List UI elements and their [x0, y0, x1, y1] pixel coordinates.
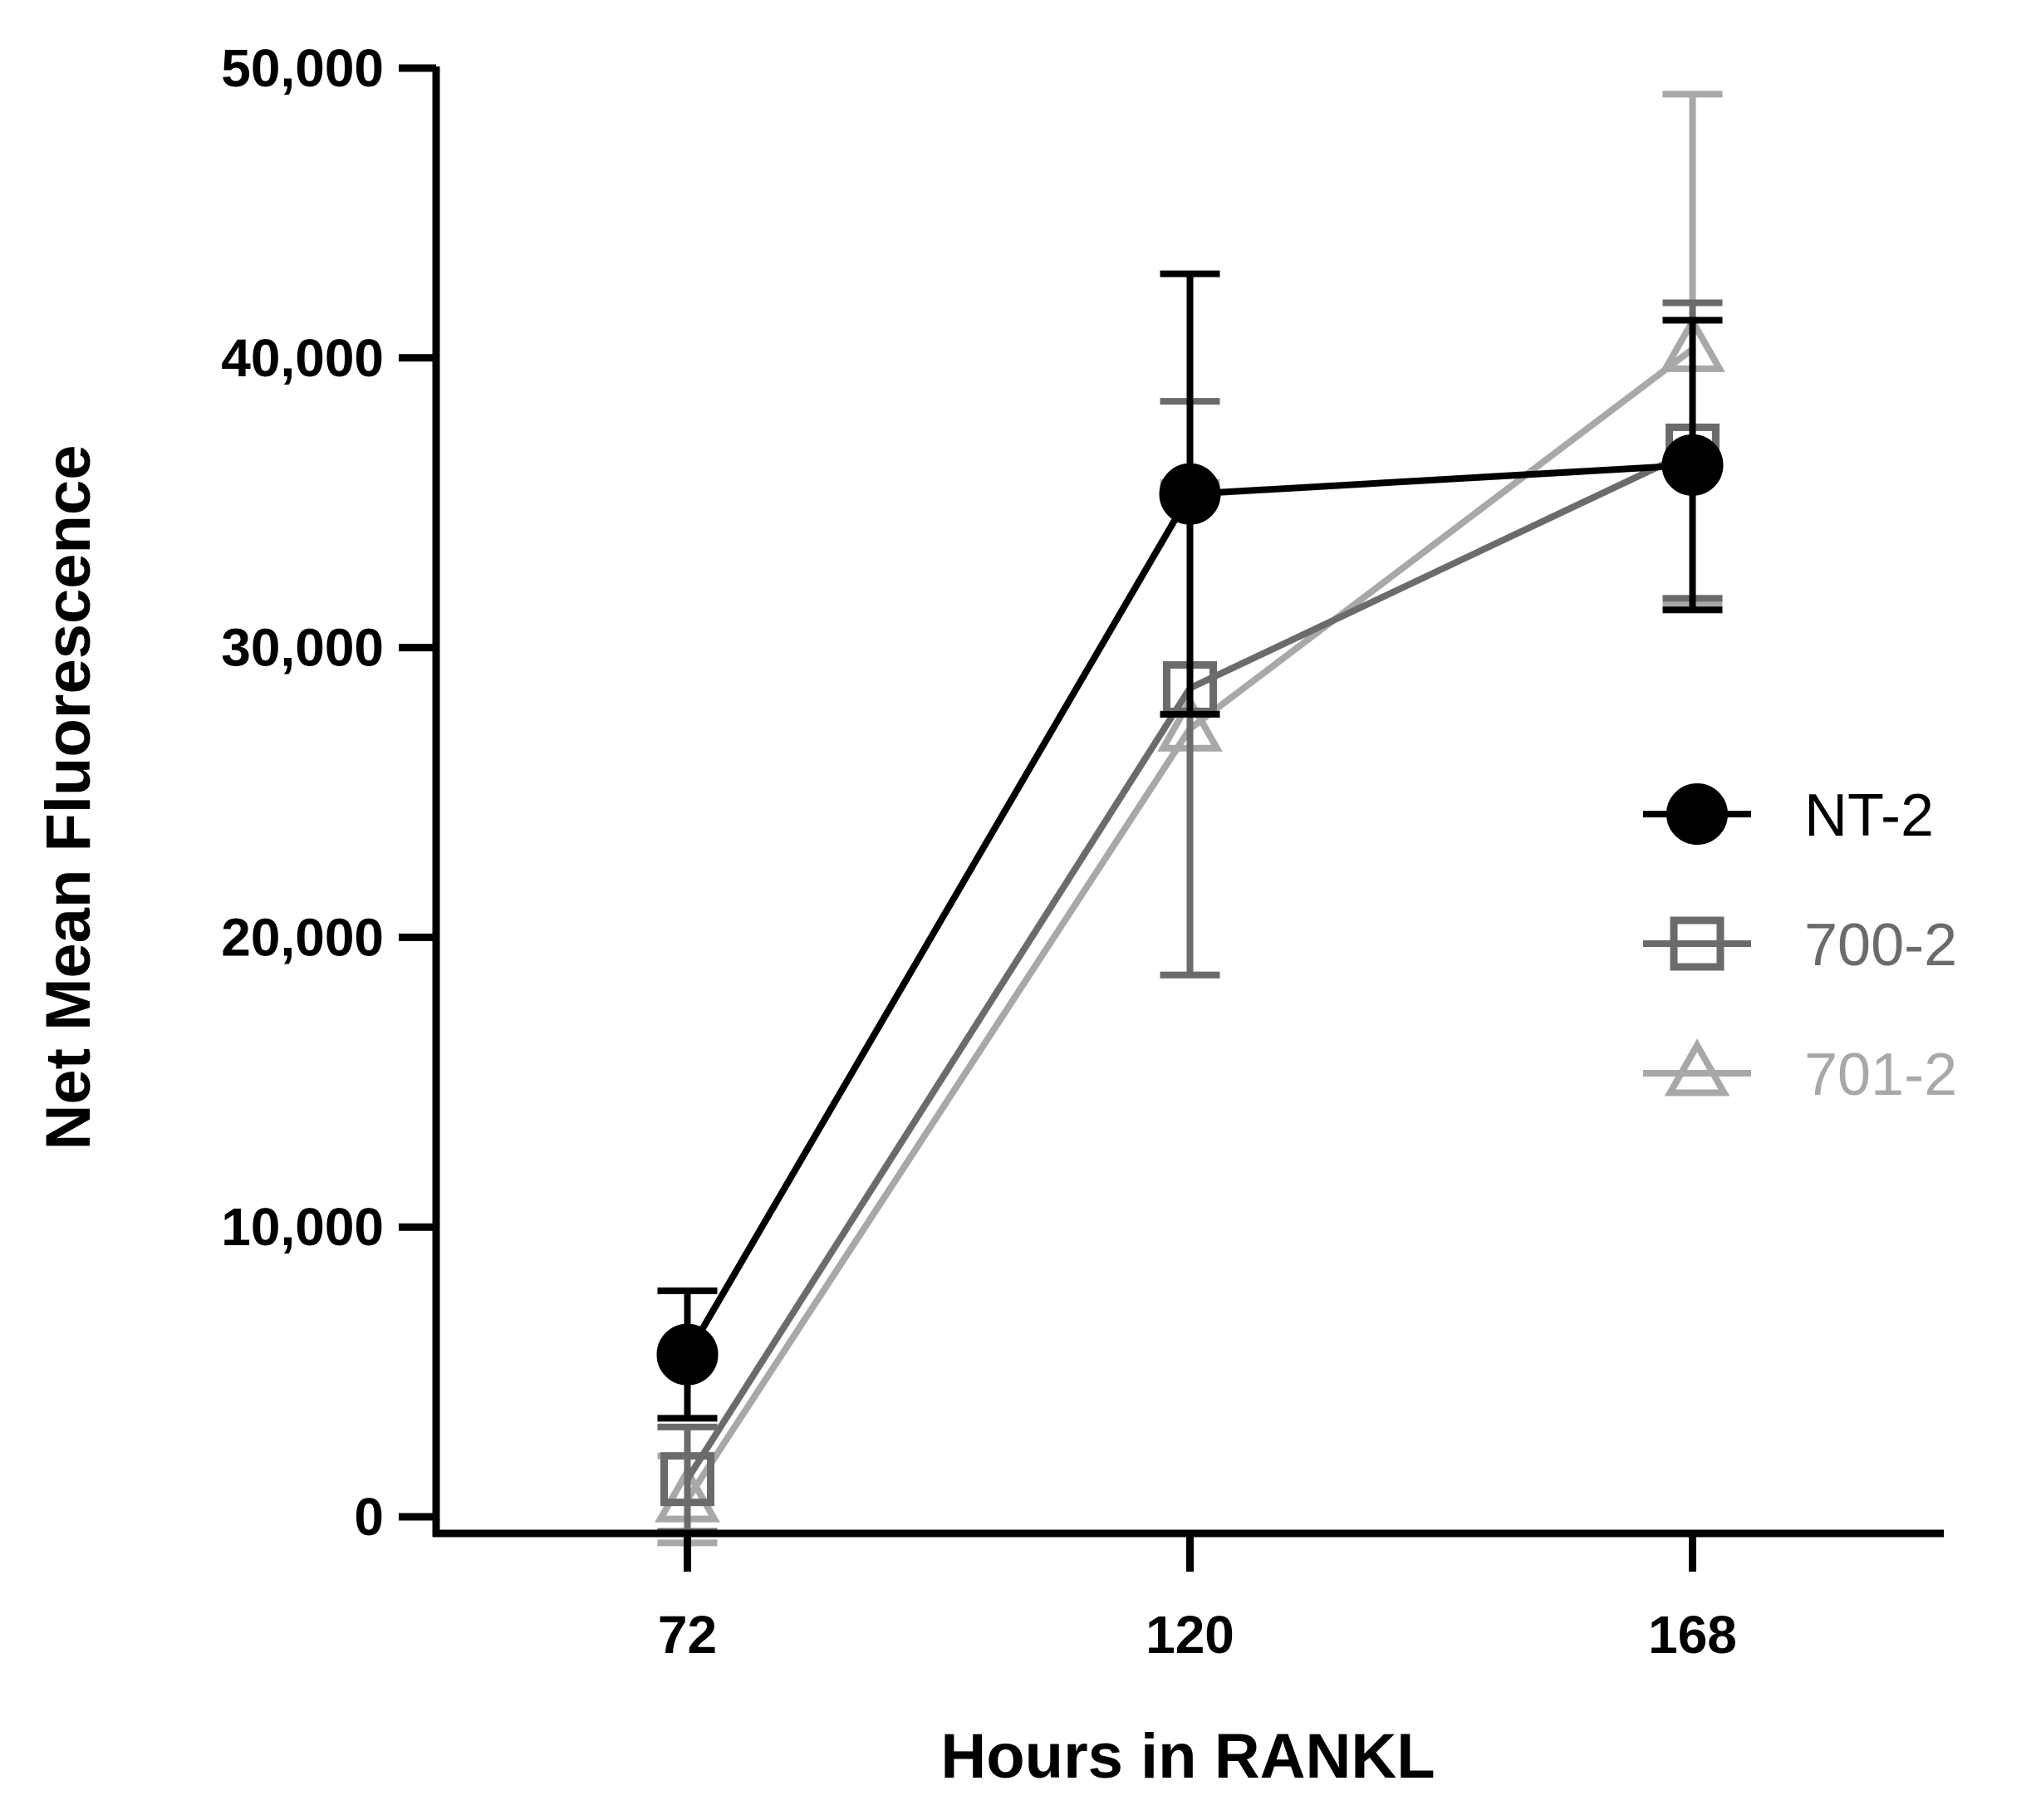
data-point: [1661, 434, 1724, 496]
series-nt-2: [656, 270, 1724, 1422]
legend-item-nt-2: NT-2: [1643, 782, 1934, 849]
axes: 0 10,000 20,000 30,000 40,000 50,000 72 120 168: [221, 38, 1944, 1665]
legend-item-701-2: 701-2: [1643, 1038, 1957, 1108]
y-axis-title: Net Mean Fluorescence: [33, 445, 104, 1150]
x-tick-label: 72: [658, 1605, 717, 1665]
legend-label: 700-2: [1804, 912, 1957, 979]
plot-area: [655, 91, 1725, 1547]
x-tick-label: 168: [1648, 1605, 1737, 1665]
legend-item-700-2: 700-2: [1643, 912, 1957, 979]
legend: NT-2 700-2 701-2: [1643, 782, 1957, 1108]
data-point: [1159, 463, 1221, 525]
y-tick-label: 50,000: [221, 38, 384, 98]
data-point: [656, 1323, 719, 1386]
y-tick-label: 10,000: [221, 1197, 384, 1257]
y-axis-ticks: 0 10,000 20,000 30,000 40,000 50,000: [221, 38, 436, 1547]
x-tick-label: 120: [1146, 1605, 1234, 1665]
y-tick-label: 30,000: [221, 618, 384, 678]
legend-marker: [1664, 1038, 1730, 1096]
legend-label: 701-2: [1804, 1042, 1957, 1108]
y-tick-label: 0: [354, 1487, 384, 1547]
data-point: [660, 1452, 714, 1507]
y-tick-label: 40,000: [221, 328, 384, 388]
x-axis-ticks: 72 120 168: [658, 1533, 1737, 1665]
legend-marker: [1666, 783, 1728, 845]
x-axis-title: Hours in RANKL: [940, 1721, 1435, 1792]
y-tick-label: 20,000: [221, 907, 384, 967]
legend-label: NT-2: [1804, 782, 1934, 849]
legend-marker: [1670, 916, 1725, 971]
